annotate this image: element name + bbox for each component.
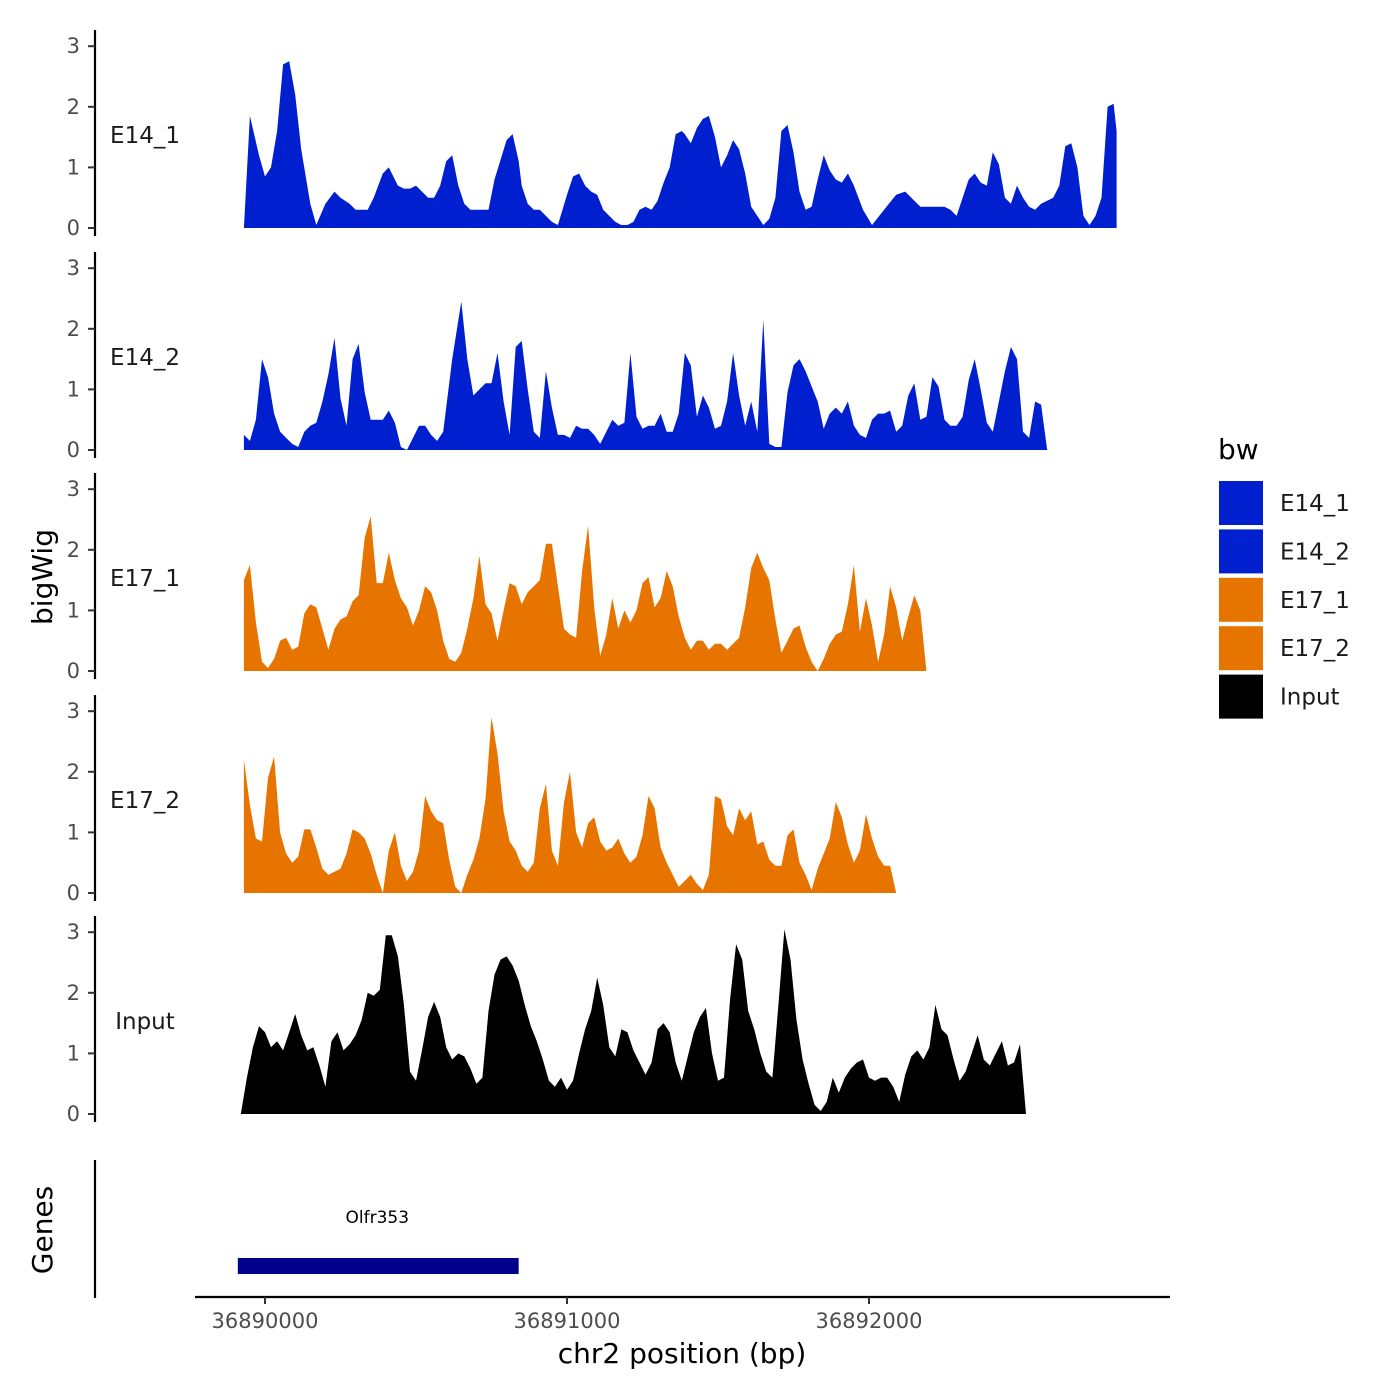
signal-area-E17_1 bbox=[243, 516, 927, 671]
x-axis: 36890000 36891000 36892000 bbox=[195, 1295, 1170, 1333]
y-tick-label: 1 bbox=[67, 377, 80, 401]
genes-track: Olfr353 bbox=[93, 1160, 519, 1298]
legend-label: E17_1 bbox=[1280, 588, 1350, 614]
y-axis-title: bigWig bbox=[26, 529, 59, 625]
track-E14_1: 0 1 2 3 E14_1 bbox=[67, 30, 1117, 240]
y-tick-label: 0 bbox=[67, 1102, 80, 1126]
track-label: E17_1 bbox=[110, 566, 180, 592]
y-tick-label: 1 bbox=[67, 820, 80, 844]
y-tick-label: 3 bbox=[67, 34, 80, 58]
track-E14_2: 0 1 2 3 E14_2 bbox=[67, 252, 1048, 462]
y-tick-label: 2 bbox=[67, 317, 80, 341]
y-tick-label: 3 bbox=[67, 699, 80, 723]
track-label: E14_2 bbox=[110, 345, 180, 371]
signal-area-E17_2 bbox=[243, 717, 897, 893]
legend-key bbox=[1217, 479, 1265, 527]
legend-key bbox=[1217, 672, 1265, 721]
y-tick-label: 2 bbox=[67, 95, 80, 119]
y-tick-label: 0 bbox=[67, 659, 80, 683]
legend-title: bw bbox=[1218, 433, 1259, 466]
y-tick-label: 1 bbox=[67, 155, 80, 179]
y-tick-label: 3 bbox=[67, 477, 80, 501]
y-tick-label: 0 bbox=[67, 216, 80, 240]
legend-key bbox=[1217, 575, 1265, 624]
legend-key bbox=[1217, 624, 1265, 673]
legend: bw E14_1 E14_2 E17_1 E17_2 Input bbox=[1217, 433, 1350, 721]
x-tick-label: 36891000 bbox=[514, 1309, 621, 1333]
legend-label: E17_2 bbox=[1280, 636, 1350, 662]
y-tick-label: 0 bbox=[67, 881, 80, 905]
legend-label: Input bbox=[1280, 685, 1340, 711]
track-Input: 0 1 2 3 Input bbox=[67, 916, 1027, 1126]
x-tick-label: 36890000 bbox=[212, 1309, 319, 1333]
signal-area-E14_1 bbox=[243, 61, 1117, 228]
track-E17_1: 0 1 2 3 E17_1 bbox=[67, 473, 927, 683]
gene-label: Olfr353 bbox=[345, 1208, 409, 1228]
y-tick-label: 0 bbox=[67, 438, 80, 462]
y-tick-label: 1 bbox=[67, 598, 80, 622]
x-tick-label: 36892000 bbox=[816, 1309, 923, 1333]
legend-label: E14_2 bbox=[1280, 539, 1350, 565]
y-tick-label: 2 bbox=[67, 538, 80, 562]
y-tick-label: 3 bbox=[67, 256, 80, 280]
signal-area-Input bbox=[240, 929, 1027, 1114]
y-tick-label: 2 bbox=[67, 981, 80, 1005]
signal-area-E14_2 bbox=[243, 301, 1048, 450]
legend-key bbox=[1217, 527, 1265, 576]
x-axis-title: chr2 position (bp) bbox=[558, 1337, 807, 1370]
genes-axis-title: Genes bbox=[26, 1186, 59, 1274]
signal-tracks: 0 1 2 3 E14_1 0 1 2 3 E14_2 0 1 2 3 E17_1 0 1 2 3 E17_2 0 1 2 3… bbox=[67, 30, 1117, 1126]
track-label: Input bbox=[115, 1009, 175, 1035]
legend-label: E14_1 bbox=[1280, 491, 1350, 517]
track-label: E14_1 bbox=[110, 123, 180, 149]
gene-bar bbox=[237, 1258, 519, 1274]
y-tick-label: 3 bbox=[67, 920, 80, 944]
track-label: E17_2 bbox=[110, 788, 180, 814]
track-E17_2: 0 1 2 3 E17_2 bbox=[67, 695, 897, 905]
y-tick-label: 1 bbox=[67, 1041, 80, 1065]
y-tick-label: 2 bbox=[67, 760, 80, 784]
